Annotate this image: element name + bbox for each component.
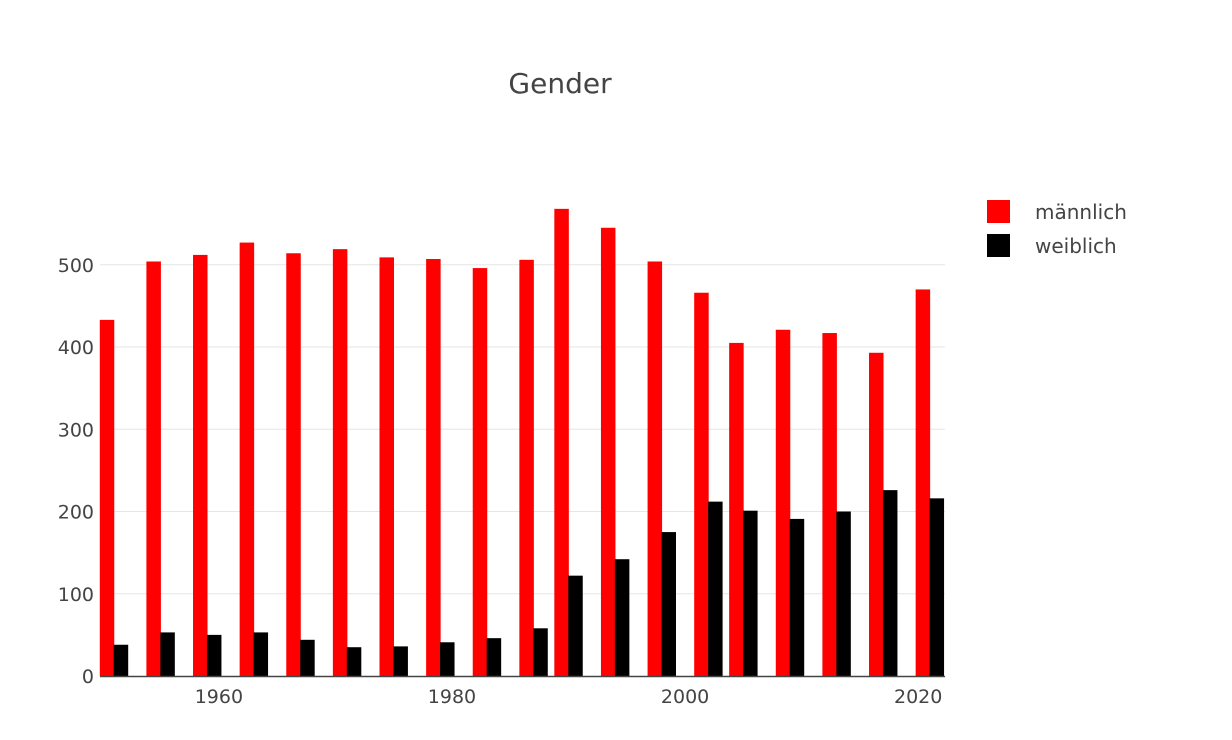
bar-weiblich[interactable] <box>206 634 222 676</box>
x-tick-label: 1980 <box>428 686 476 708</box>
bar-maennlich[interactable] <box>99 319 115 676</box>
y-tick-label: 200 <box>58 502 94 524</box>
bar-weiblich[interactable] <box>253 632 269 676</box>
bar-maennlich[interactable] <box>554 208 569 676</box>
legend-label[interactable]: weiblich <box>1035 234 1117 258</box>
bar-weiblich[interactable] <box>160 632 175 676</box>
y-tick-label: 300 <box>58 419 94 441</box>
bar-weiblich[interactable] <box>300 639 315 676</box>
bar-maennlich[interactable] <box>647 261 663 676</box>
bar-weiblich[interactable] <box>882 490 898 676</box>
bar-weiblich[interactable] <box>440 642 455 676</box>
bar-maennlich[interactable] <box>379 257 395 676</box>
bar-weiblich[interactable] <box>533 628 548 676</box>
bar-weiblich[interactable] <box>346 647 362 676</box>
bar-weiblich[interactable] <box>929 498 945 676</box>
bar-maennlich[interactable] <box>239 242 255 676</box>
bar-maennlich[interactable] <box>519 259 534 676</box>
bar-maennlich[interactable] <box>193 254 208 676</box>
bar-maennlich[interactable] <box>600 227 616 676</box>
bar-weiblich[interactable] <box>614 559 630 676</box>
y-tick-label: 100 <box>58 584 94 606</box>
bars <box>99 208 945 676</box>
x-tick-label: 1960 <box>195 686 243 708</box>
bar-maennlich[interactable] <box>822 333 837 676</box>
axes: 0 100 200 300 400 500 1960 1980 2000 2020 <box>58 255 945 708</box>
x-tick-label: 2020 <box>894 686 942 708</box>
bar-maennlich[interactable] <box>729 342 744 676</box>
y-tick-label: 400 <box>58 337 94 359</box>
x-tick-label: 2000 <box>661 686 709 708</box>
legend-swatch[interactable] <box>987 200 1010 223</box>
bar-maennlich[interactable] <box>915 289 931 676</box>
bar-weiblich[interactable] <box>708 501 723 676</box>
chart-title: Gender <box>508 67 612 100</box>
bar-weiblich[interactable] <box>836 511 851 676</box>
bar-maennlich[interactable] <box>146 261 161 676</box>
bar-maennlich[interactable] <box>869 352 884 676</box>
y-tick-label: 0 <box>82 666 94 688</box>
legend-label[interactable]: männlich <box>1035 200 1127 224</box>
bar-maennlich[interactable] <box>472 268 488 676</box>
bar-weiblich[interactable] <box>661 532 676 676</box>
bar-maennlich[interactable] <box>286 253 301 676</box>
legend-swatch[interactable] <box>987 234 1010 257</box>
bar-maennlich[interactable] <box>775 329 791 676</box>
bar-weiblich[interactable] <box>486 638 502 676</box>
bar-maennlich[interactable] <box>694 292 709 676</box>
legend[interactable]: männlich weiblich <box>987 200 1127 258</box>
bar-weiblich[interactable] <box>393 646 408 676</box>
y-tick-label: 500 <box>58 255 94 277</box>
bar-maennlich[interactable] <box>332 249 348 676</box>
bar-weiblich[interactable] <box>568 575 583 676</box>
bar-weiblich[interactable] <box>113 644 129 676</box>
bar-weiblich[interactable] <box>743 510 758 676</box>
bar-weiblich[interactable] <box>789 518 805 676</box>
bar-maennlich[interactable] <box>426 259 441 676</box>
